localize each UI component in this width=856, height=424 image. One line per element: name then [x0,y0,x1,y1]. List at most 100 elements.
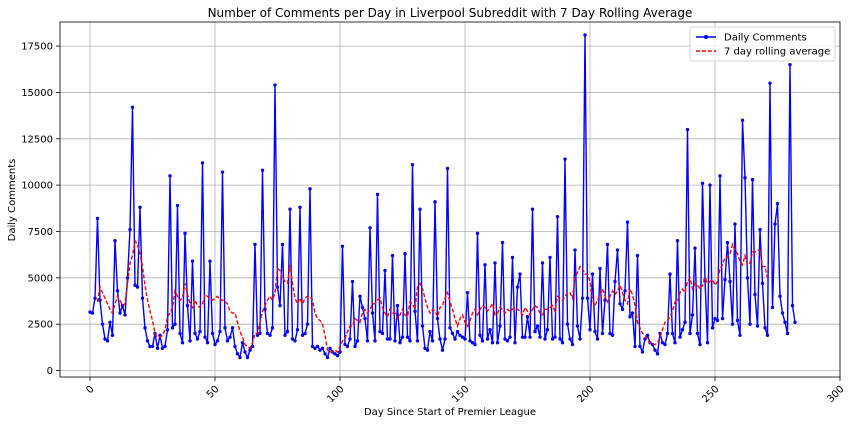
y-tick-label: 2500 [28,320,53,331]
data-point-daily-comments [625,220,630,224]
data-point-daily-comments [405,335,410,339]
data-point-daily-comments [523,335,527,339]
data-point-daily-comments [455,329,460,334]
data-point-daily-comments [130,105,135,109]
data-point-daily-comments [185,303,190,308]
data-point-daily-comments [425,348,430,352]
data-point-daily-comments [420,324,425,328]
data-point-daily-comments [433,200,437,204]
data-point-daily-comments [270,326,275,330]
data-point-daily-comments [638,344,642,349]
data-point-daily-comments [690,313,695,317]
data-point-daily-comments [403,252,407,256]
data-point-daily-comments [708,183,712,187]
data-point-daily-comments [123,313,127,317]
data-point-daily-comments [278,303,282,308]
data-point-daily-comments [468,339,472,343]
y-tick-label: 15000 [21,88,53,99]
data-point-daily-comments [693,246,697,250]
data-point-daily-comments [390,253,395,258]
chart-title: Number of Comments per Day in Liverpool … [208,6,693,20]
data-point-daily-comments [460,335,465,339]
data-point-daily-comments [145,339,150,343]
data-point-daily-comments [673,341,677,345]
data-point-daily-comments [285,329,290,334]
data-point-daily-comments [318,348,322,352]
y-tick-label: 17500 [21,42,53,53]
data-point-daily-comments [555,214,560,219]
data-point-daily-comments [98,298,102,302]
data-point-daily-comments [773,222,777,226]
data-point-daily-comments [163,344,167,349]
data-point-daily-comments [110,333,115,337]
data-point-daily-comments [630,311,635,315]
data-point-daily-comments [683,320,687,325]
data-point-daily-comments [210,331,215,336]
legend-marker-daily [704,35,708,39]
data-point-daily-comments [770,305,775,310]
data-point-daily-comments [633,344,637,349]
data-point-daily-comments [333,352,337,356]
data-point-daily-comments [213,342,217,347]
data-point-daily-comments [645,333,650,337]
data-point-daily-comments [118,311,122,315]
data-point-daily-comments [668,272,672,276]
data-point-daily-comments [348,337,352,341]
data-point-daily-comments [688,331,692,336]
plot-frame [59,21,841,378]
data-point-daily-comments [548,255,552,260]
data-point-daily-comments [590,272,595,276]
data-point-daily-comments [105,339,110,343]
data-point-daily-comments [160,346,165,350]
data-point-daily-comments [353,344,357,349]
x-tick-label: 300 [825,384,846,405]
data-point-daily-comments [495,341,500,345]
data-point-daily-comments [203,335,207,339]
data-point-daily-comments [90,311,95,315]
data-point-daily-comments [423,346,427,350]
data-point-daily-comments [298,205,302,210]
data-point-daily-comments [655,352,660,356]
data-point-daily-comments [115,289,120,293]
legend: Daily Comments 7 day rolling average [689,26,836,62]
data-point-daily-comments [575,324,580,328]
data-point-daily-comments [470,341,475,345]
data-point-daily-comments [448,326,452,330]
data-point-daily-comments [325,355,330,360]
data-point-daily-comments [783,320,787,325]
data-point-daily-comments [263,307,267,312]
data-point-daily-comments [640,350,645,354]
y-axis: 0 2500 5000 7500 10000 12500 15000 17500 [21,42,60,377]
data-point-daily-comments [600,331,605,336]
data-point-daily-comments [265,331,270,336]
data-point-daily-comments [150,344,155,349]
data-point-daily-comments [473,342,477,347]
data-point-daily-comments [578,337,582,341]
data-point-daily-comments [128,227,132,232]
data-point-daily-comments [723,277,727,282]
data-point-daily-comments [728,279,732,284]
data-point-daily-comments [558,337,562,341]
data-point-daily-comments [483,263,487,267]
data-point-daily-comments [563,157,567,161]
data-point-daily-comments [500,240,505,245]
data-point-daily-comments [230,326,235,330]
data-point-daily-comments [303,331,307,336]
data-point-daily-comments [228,335,232,339]
data-point-daily-comments [280,242,285,247]
data-point-daily-comments [323,352,327,356]
data-point-daily-comments [725,240,730,245]
data-point-daily-comments [678,335,682,339]
data-point-daily-comments [208,259,212,263]
data-point-daily-comments [178,331,182,336]
data-point-daily-comments [273,83,277,87]
data-point-daily-comments [588,328,592,332]
data-point-daily-comments [415,339,420,343]
data-point-daily-comments [568,337,572,341]
data-point-daily-comments [685,127,690,132]
data-point-daily-comments [283,333,287,337]
data-point-daily-comments [488,328,492,332]
data-point-daily-comments [340,244,345,249]
data-point-daily-comments [670,331,675,336]
data-point-daily-comments [763,326,767,330]
